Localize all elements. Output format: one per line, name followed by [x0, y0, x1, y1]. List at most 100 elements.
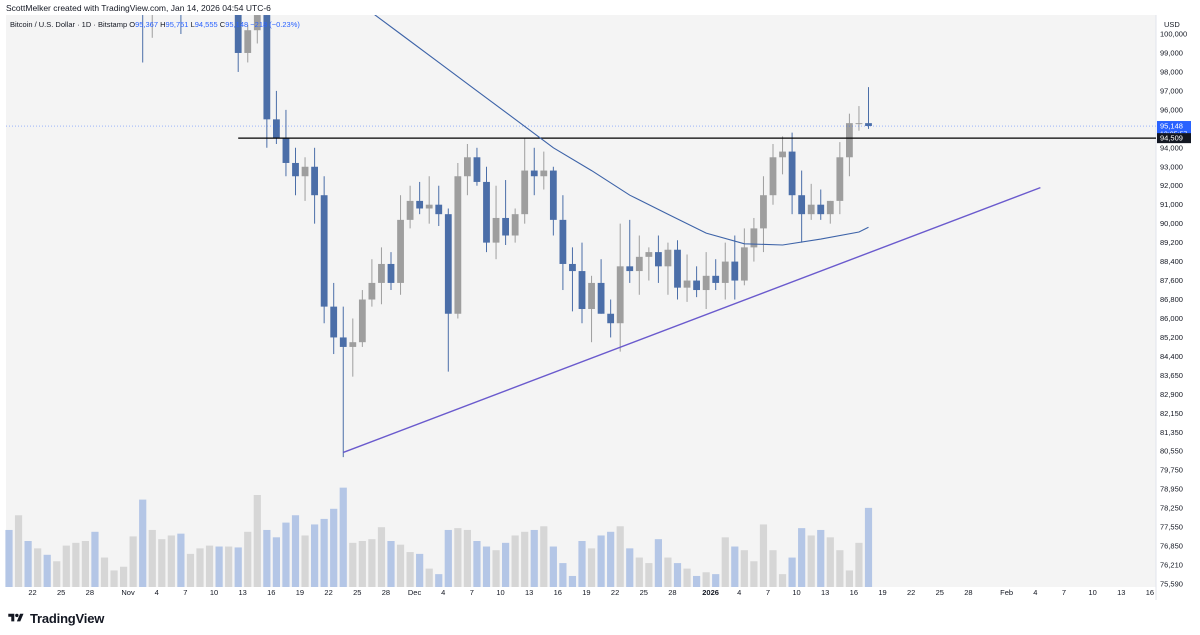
candle: [664, 242, 672, 295]
currency-label[interactable]: USD: [1164, 20, 1180, 29]
candle: [492, 185, 500, 260]
volume-bar: [502, 542, 510, 587]
candle-body: [760, 195, 767, 229]
volume-bar: [578, 541, 586, 587]
candle: [788, 132, 796, 215]
candle: [540, 151, 548, 190]
moving-average-line: [374, 15, 869, 246]
volume-bar: [263, 529, 271, 587]
candle-body: [740, 247, 748, 281]
volume-bar: [186, 553, 195, 587]
volume-bar: [616, 526, 624, 587]
candle-body: [693, 280, 700, 291]
candle-body: [311, 166, 318, 196]
volume-bar: [683, 568, 691, 587]
candle: [683, 254, 691, 302]
volume-bar: [549, 546, 557, 587]
candle-body: [435, 204, 443, 215]
volume-bar: [444, 529, 452, 587]
candle-body: [549, 170, 557, 220]
candle-body: [406, 200, 414, 220]
time-tick-label: 22: [324, 588, 332, 597]
candle: [855, 106, 863, 131]
time-tick-label: 16: [850, 588, 858, 597]
volume-bar: [339, 487, 347, 587]
candle-body: [674, 249, 681, 288]
candle: [444, 208, 452, 372]
candle: [750, 217, 758, 262]
open-label: O: [129, 20, 136, 29]
volume-bar: [110, 570, 118, 587]
change-value: −218 (−0.23%): [250, 20, 300, 29]
price-tick-label: 78,250: [1160, 504, 1183, 513]
time-tick-label: 4: [155, 588, 159, 597]
volume-bar: [473, 541, 481, 587]
candle-body: [511, 214, 519, 236]
candle-body: [234, 15, 242, 53]
time-tick-label: 16: [267, 588, 275, 597]
price-tick-label: 82,150: [1160, 409, 1183, 418]
candle-body: [454, 176, 462, 314]
candle-body: [387, 263, 395, 283]
time-tick-label: Nov: [121, 588, 135, 597]
volume-bar: [654, 539, 662, 587]
candle-body: [502, 217, 509, 236]
resistance-price-tag: [1157, 133, 1191, 144]
candle-body: [635, 256, 643, 272]
volume-bar: [645, 563, 653, 587]
candle-body: [559, 219, 567, 264]
overlay-lines: [6, 15, 1156, 454]
volume-bar: [196, 548, 204, 587]
time-tick-label: 19: [582, 588, 590, 597]
candle: [378, 247, 385, 305]
candle: [846, 113, 853, 177]
volume-bar: [845, 570, 853, 587]
candle-body: [253, 15, 261, 31]
volume-bar: [559, 563, 567, 587]
candle: [655, 235, 662, 283]
volume-bar: [530, 529, 538, 587]
candle-body: [368, 282, 376, 300]
chart-credit: ScottMelker created with TradingView.com…: [6, 3, 271, 13]
candle-body: [779, 151, 786, 158]
candle-body: [569, 263, 576, 272]
candle-body: [416, 200, 424, 209]
volume-bar: [463, 529, 471, 587]
price-tick-label: 81,350: [1160, 428, 1183, 437]
candle: [301, 157, 309, 201]
volume-bar: [148, 529, 156, 587]
candle-body: [273, 119, 280, 139]
price-tick-label: 86,800: [1160, 295, 1183, 304]
candle: [693, 266, 700, 298]
price-chart[interactable]: 75,590 76,210 76,850 77,550 78,250 78,950 79,7…: [0, 15, 1200, 600]
candle: [779, 136, 786, 175]
price-tick-label: 86,000: [1160, 314, 1183, 323]
time-tick-label: 13: [238, 588, 246, 597]
volume-bar: [225, 546, 233, 587]
volume-bar: [282, 522, 290, 587]
volume-bar: [635, 557, 643, 587]
time-tick-label: 4: [1033, 588, 1037, 597]
price-tick-label: 93,000: [1160, 162, 1183, 171]
candle-body: [330, 306, 338, 338]
volume-bar: [301, 535, 309, 587]
price-tick-label: 77,550: [1160, 523, 1183, 532]
volume-bar: [244, 531, 252, 587]
price-tick-label: 91,000: [1160, 200, 1183, 209]
candle: [473, 147, 481, 186]
candle: [807, 183, 815, 220]
volume-bar: [34, 548, 42, 587]
tradingview-branding[interactable]: TradingView: [6, 608, 104, 628]
time-tick-label: 2026: [702, 588, 719, 597]
price-tick-label: 87,600: [1160, 276, 1183, 285]
candle-body: [721, 261, 729, 283]
candle: [769, 144, 777, 205]
volume-bar: [62, 545, 70, 587]
candle-body: [521, 170, 529, 215]
time-tick-label: 28: [382, 588, 390, 597]
candle-body: [836, 157, 844, 201]
price-tick-label: 90,000: [1160, 219, 1183, 228]
price-tick-label: 76,210: [1160, 561, 1183, 570]
price-tick-label: 78,950: [1160, 485, 1183, 494]
candle-body: [492, 217, 500, 243]
